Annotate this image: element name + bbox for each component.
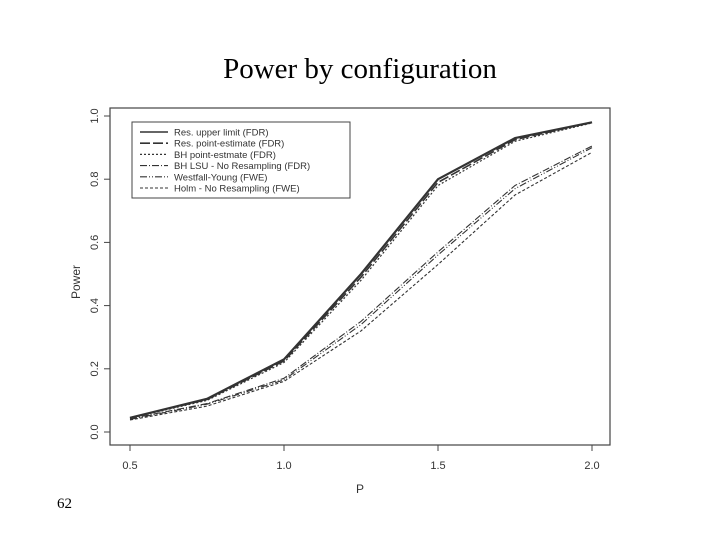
series-line-3 [129, 122, 593, 419]
power-line-chart: 0.5 1.0 1.5 2.0 0.0 0.2 0.4 0.6 0.8 1.0 Res. uppe… [69, 107, 611, 495]
legend-entry: BH LSU - No Resampling (FDR) [174, 161, 310, 172]
x-tick-label: 2.0 [584, 460, 599, 472]
slide-title: Power by configuration [223, 53, 497, 85]
y-tick-label: 0.0 [89, 424, 101, 439]
legend-entry: Res. point-estimate (FDR) [174, 139, 284, 150]
y-axis-label: Power [69, 265, 83, 299]
legend-entry: BH point-estmate (FDR) [174, 150, 276, 161]
legend-entry: Res. upper limit (FDR) [174, 128, 269, 139]
series-line-5 [129, 147, 593, 420]
series-line-4 [129, 145, 593, 420]
series-line-6 [129, 151, 593, 421]
legend-entry: Holm - No Resampling (FWE) [174, 184, 300, 195]
y-tick-label: 0.4 [89, 298, 101, 313]
legend-entry: Westfall-Young (FWE) [174, 172, 267, 183]
x-axis-label: P [356, 482, 364, 495]
y-tick-label: 0.8 [89, 172, 101, 187]
slide-number: 62 [57, 496, 72, 512]
series-line-2 [129, 121, 593, 419]
x-tick-label: 1.0 [276, 460, 291, 472]
y-tick-label: 1.0 [89, 108, 101, 123]
legend-box [131, 121, 351, 199]
x-tick-label: 1.5 [430, 460, 445, 472]
x-tick-label: 0.5 [122, 460, 137, 472]
y-tick-label: 0.2 [89, 361, 101, 376]
y-tick-label: 0.6 [89, 235, 101, 250]
plot-frame [109, 107, 611, 446]
